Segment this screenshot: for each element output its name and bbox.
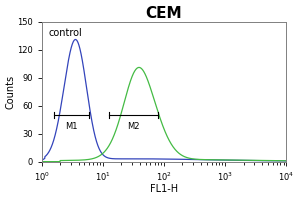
Text: M1: M1 (65, 122, 78, 131)
X-axis label: FL1-H: FL1-H (150, 184, 178, 194)
Title: CEM: CEM (146, 6, 182, 21)
Text: control: control (49, 28, 82, 38)
Text: M2: M2 (127, 122, 140, 131)
Y-axis label: Counts: Counts (6, 75, 16, 109)
